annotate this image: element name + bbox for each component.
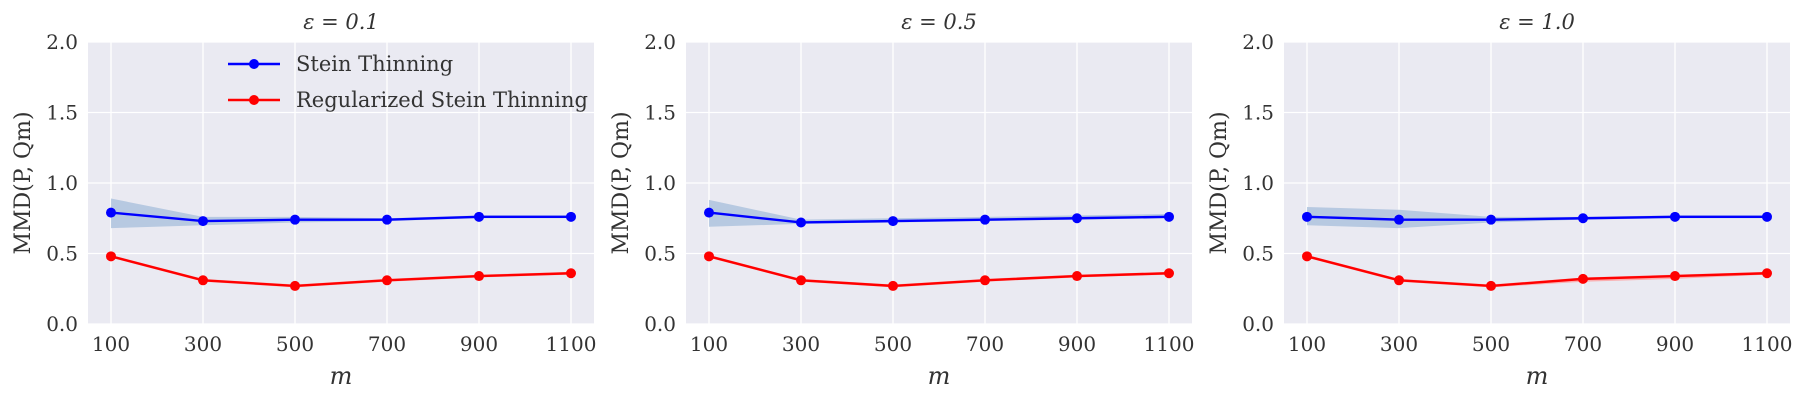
series-line-2 <box>1306 255 1768 288</box>
y-tick-label: 1.0 <box>1242 171 1274 195</box>
data-point <box>1302 251 1312 262</box>
x-tick-label: 1100 <box>1742 332 1793 356</box>
legend-marker-1 <box>249 59 259 69</box>
data-point <box>382 214 392 225</box>
y-axis-label: MMD(P, Qm) <box>1207 111 1232 254</box>
y-axis-label: MMD(P, Qm) <box>609 111 634 254</box>
data-point <box>1394 275 1404 286</box>
y-tick-label: 2.0 <box>46 30 78 54</box>
series-line-2 <box>110 255 572 288</box>
y-tick-label: 2.0 <box>644 30 676 54</box>
x-tick-label: 100 <box>690 332 728 356</box>
data-point <box>1302 211 1312 222</box>
data-point <box>106 207 116 218</box>
x-tick-label: 900 <box>1058 332 1096 356</box>
y-tick-label: 2.0 <box>1242 30 1274 54</box>
series-line-1 <box>110 211 571 223</box>
data-point <box>1762 268 1772 279</box>
chart-title: ε = 0.1 <box>303 10 379 34</box>
x-tick-label: 900 <box>460 332 498 356</box>
y-tick-label: 0.0 <box>644 312 676 336</box>
x-axis-label: m <box>330 362 353 390</box>
data-point <box>198 275 208 286</box>
x-tick-label: 100 <box>92 332 130 356</box>
confidence-band-1 <box>709 199 1169 227</box>
x-tick-label: 1100 <box>546 332 597 356</box>
x-axis-label: m <box>928 362 951 390</box>
legend-label-2: Regularized Stein Thinning <box>296 88 588 112</box>
series-line-1 <box>1306 215 1767 221</box>
data-point <box>980 214 990 225</box>
chart-panel-1: 0.0 0.5 1.0 1.5 2.0 100 300 500 700 900 1100 ε = 0.… <box>11 10 596 390</box>
legend: Stein Thinning Regularized Stein Thinning <box>228 52 588 112</box>
y-tick-label: 0.0 <box>46 312 78 336</box>
x-tick-label: 1100 <box>1144 332 1195 356</box>
data-point <box>888 216 898 227</box>
y-tick-label: 0.5 <box>1242 242 1274 266</box>
data-point <box>290 214 300 225</box>
data-point <box>1578 273 1588 284</box>
y-tick-label: 0.0 <box>1242 312 1274 336</box>
data-point <box>796 275 806 286</box>
legend-label-1: Stein Thinning <box>296 52 453 76</box>
confidence-band-2 <box>1307 254 1767 288</box>
data-point <box>980 275 990 286</box>
data-point <box>1486 214 1496 225</box>
x-tick-label: 700 <box>966 332 1004 356</box>
data-point <box>1164 268 1174 279</box>
data-point <box>198 216 208 227</box>
data-point <box>796 217 806 228</box>
x-tick-label: 100 <box>1288 332 1326 356</box>
data-point <box>1762 211 1772 222</box>
data-point <box>1072 213 1082 224</box>
legend-marker-2 <box>249 95 259 105</box>
chart-title: ε = 0.5 <box>901 10 977 34</box>
x-tick-label: 500 <box>1472 332 1510 356</box>
chart-panel-2: 0.0 0.5 1.0 1.5 2.0 100 300 500 700 900 1100 ε = 0.… <box>609 10 1194 390</box>
y-tick-label: 1.5 <box>644 101 676 125</box>
y-tick-label: 1.0 <box>644 171 676 195</box>
x-tick-label: 700 <box>368 332 406 356</box>
y-tick-label: 0.5 <box>644 242 676 266</box>
x-tick-label: 500 <box>276 332 314 356</box>
chart-title: ε = 1.0 <box>1499 10 1575 34</box>
data-point <box>1394 214 1404 225</box>
data-point <box>566 268 576 279</box>
x-tick-label: 300 <box>184 332 222 356</box>
x-tick-label: 300 <box>782 332 820 356</box>
x-tick-label: 700 <box>1564 332 1602 356</box>
y-tick-label: 1.5 <box>46 101 78 125</box>
y-axis-label: MMD(P, Qm) <box>11 111 36 254</box>
data-point <box>888 280 898 291</box>
data-point <box>1670 271 1680 282</box>
data-point <box>474 271 484 282</box>
series-line-2 <box>708 255 1170 288</box>
x-tick-label: 900 <box>1656 332 1694 356</box>
data-point <box>1486 280 1496 291</box>
data-point <box>1164 211 1174 222</box>
data-point <box>704 207 714 218</box>
y-tick-label: 0.5 <box>46 242 78 266</box>
chart-panel-3: 0.0 0.5 1.0 1.5 2.0 100 300 500 700 900 1100 ε = 1.… <box>1207 10 1792 390</box>
y-tick-label: 1.5 <box>1242 101 1274 125</box>
x-tick-label: 500 <box>874 332 912 356</box>
data-point <box>1670 211 1680 222</box>
data-point <box>474 211 484 222</box>
x-tick-label: 300 <box>1380 332 1418 356</box>
data-point <box>1578 213 1588 224</box>
data-point <box>106 251 116 262</box>
data-point <box>382 275 392 286</box>
data-point <box>704 251 714 262</box>
x-axis-label: m <box>1526 362 1549 390</box>
data-point <box>1072 271 1082 282</box>
y-tick-label: 1.0 <box>46 171 78 195</box>
data-point <box>566 211 576 222</box>
data-point <box>290 280 300 291</box>
confidence-band-1 <box>1307 206 1767 229</box>
series-line-1 <box>708 211 1170 224</box>
